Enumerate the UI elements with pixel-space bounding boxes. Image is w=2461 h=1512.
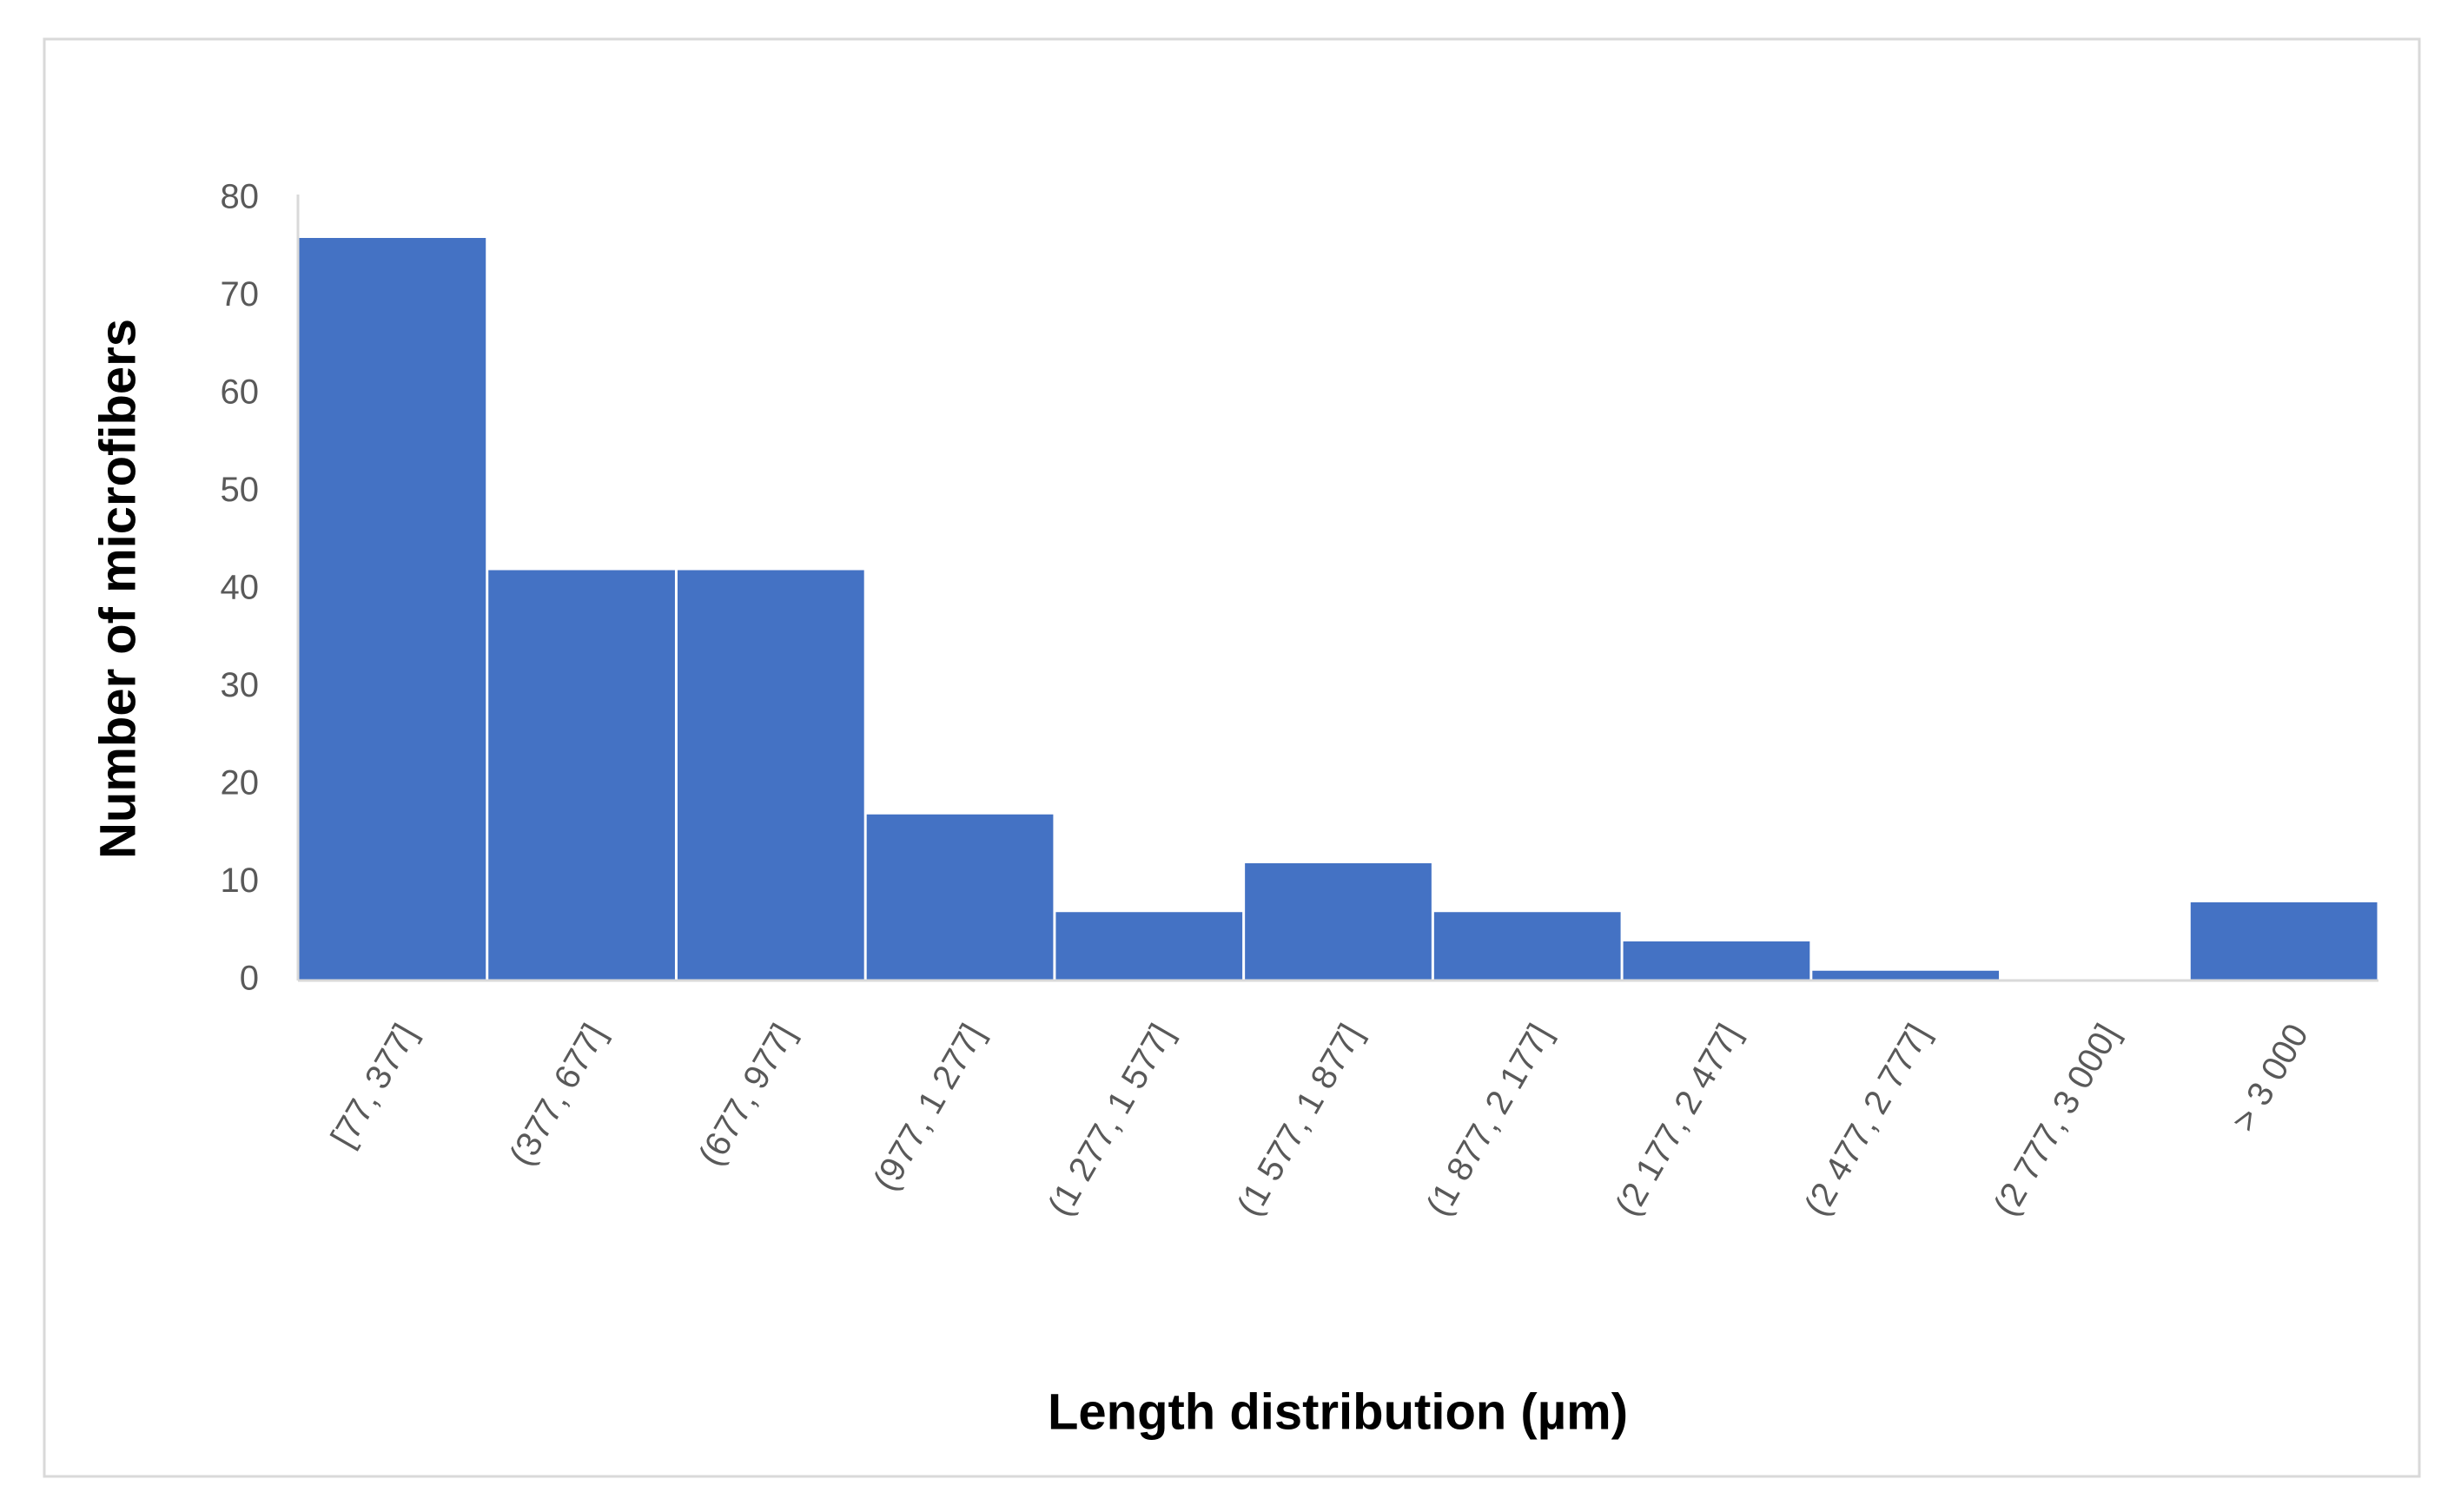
y-tick-label: 60: [221, 373, 260, 412]
bar: [677, 570, 864, 980]
y-tick-label: 30: [221, 666, 260, 704]
bar: [1245, 863, 1432, 980]
bar: [1433, 912, 1621, 980]
y-tick-label: 10: [221, 862, 260, 900]
y-axis-title: Number of microfibers: [89, 319, 146, 859]
y-tick-label: 50: [221, 471, 260, 509]
y-tick-label: 40: [221, 569, 260, 607]
bar: [1055, 912, 1243, 980]
bar: [488, 570, 675, 980]
bar: [866, 814, 1054, 980]
y-tick-label: 80: [221, 178, 260, 216]
y-tick-label: 0: [240, 960, 259, 998]
x-axis-title: Length distribution (µm): [1048, 1383, 1628, 1440]
bar: [299, 238, 486, 980]
y-tick-label: 70: [221, 275, 260, 314]
bar: [1623, 941, 1810, 980]
bar: [1812, 970, 2000, 980]
y-tick-label: 20: [221, 764, 260, 802]
bar: [2190, 902, 2378, 980]
